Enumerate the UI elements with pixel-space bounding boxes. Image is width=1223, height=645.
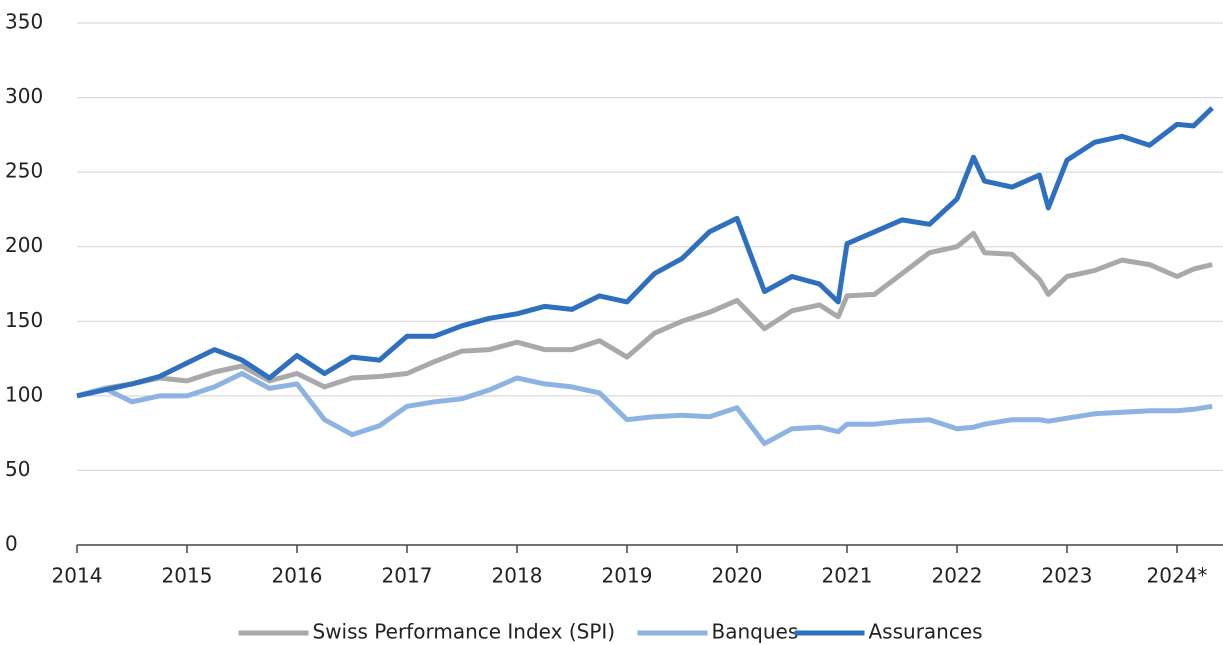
y-tick-label: 50 <box>5 457 30 481</box>
x-tick-label: 2024* <box>1147 564 1208 588</box>
y-tick-label: 150 <box>5 308 43 332</box>
y-tick-label: 250 <box>5 159 43 183</box>
x-tick-label: 2014 <box>52 564 103 588</box>
series-line <box>76 230 1213 399</box>
series-line <box>76 106 1214 399</box>
x-tick-label: 2019 <box>602 564 653 588</box>
x-tick-label: 2023 <box>1042 564 1093 588</box>
legend-label: Banques <box>712 620 799 644</box>
x-tick-label: 2017 <box>382 564 433 588</box>
y-tick-label: 0 <box>5 532 18 556</box>
y-tick-label: 300 <box>5 84 43 108</box>
x-tick-label: 2020 <box>712 564 763 588</box>
x-tick-label: 2021 <box>822 564 873 588</box>
y-tick-label: 200 <box>5 233 43 257</box>
x-tick-label: 2022 <box>932 564 983 588</box>
x-tick-label: 2015 <box>162 564 213 588</box>
y-tick-label: 100 <box>5 382 43 406</box>
legend-label: Swiss Performance Index (SPI) <box>313 620 616 644</box>
series-line <box>76 371 1213 447</box>
x-tick-label: 2018 <box>492 564 543 588</box>
y-tick-label: 350 <box>5 10 43 34</box>
legend-label: Assurances <box>869 620 983 644</box>
x-tick-label: 2016 <box>272 564 323 588</box>
